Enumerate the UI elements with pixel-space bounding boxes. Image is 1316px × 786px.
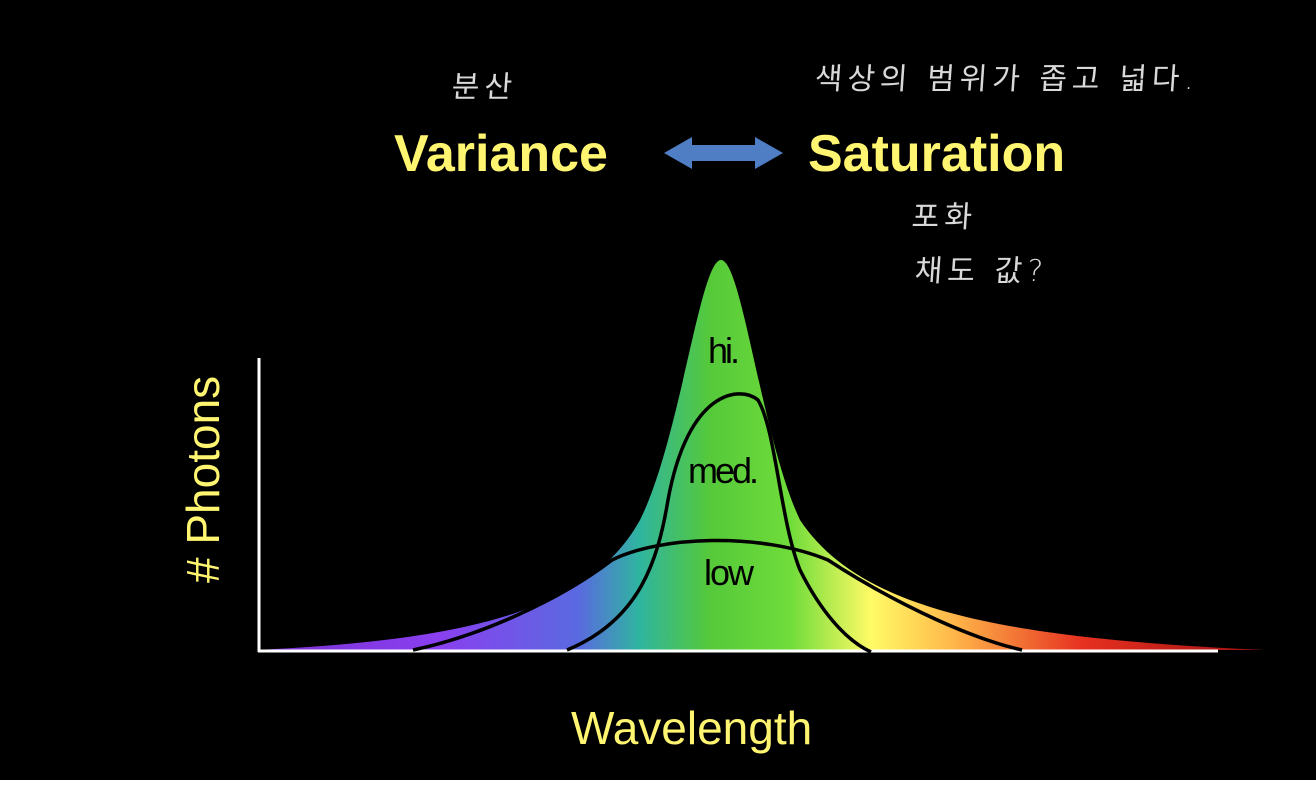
low-curve — [412, 538, 1023, 652]
x-axis-label: Wavelength — [571, 702, 813, 754]
y-axis-label: # Photons — [177, 375, 229, 583]
hi-curve-label: hi. — [708, 330, 740, 371]
saturation-title: Saturation — [808, 125, 1066, 183]
bidirectional-arrow — [664, 137, 783, 169]
low-curve-label: low — [704, 552, 754, 593]
med-curve-label: med. — [688, 450, 759, 491]
variance-title: Variance — [394, 125, 608, 183]
med-curve — [566, 392, 872, 654]
spectrum-area — [255, 260, 1265, 650]
